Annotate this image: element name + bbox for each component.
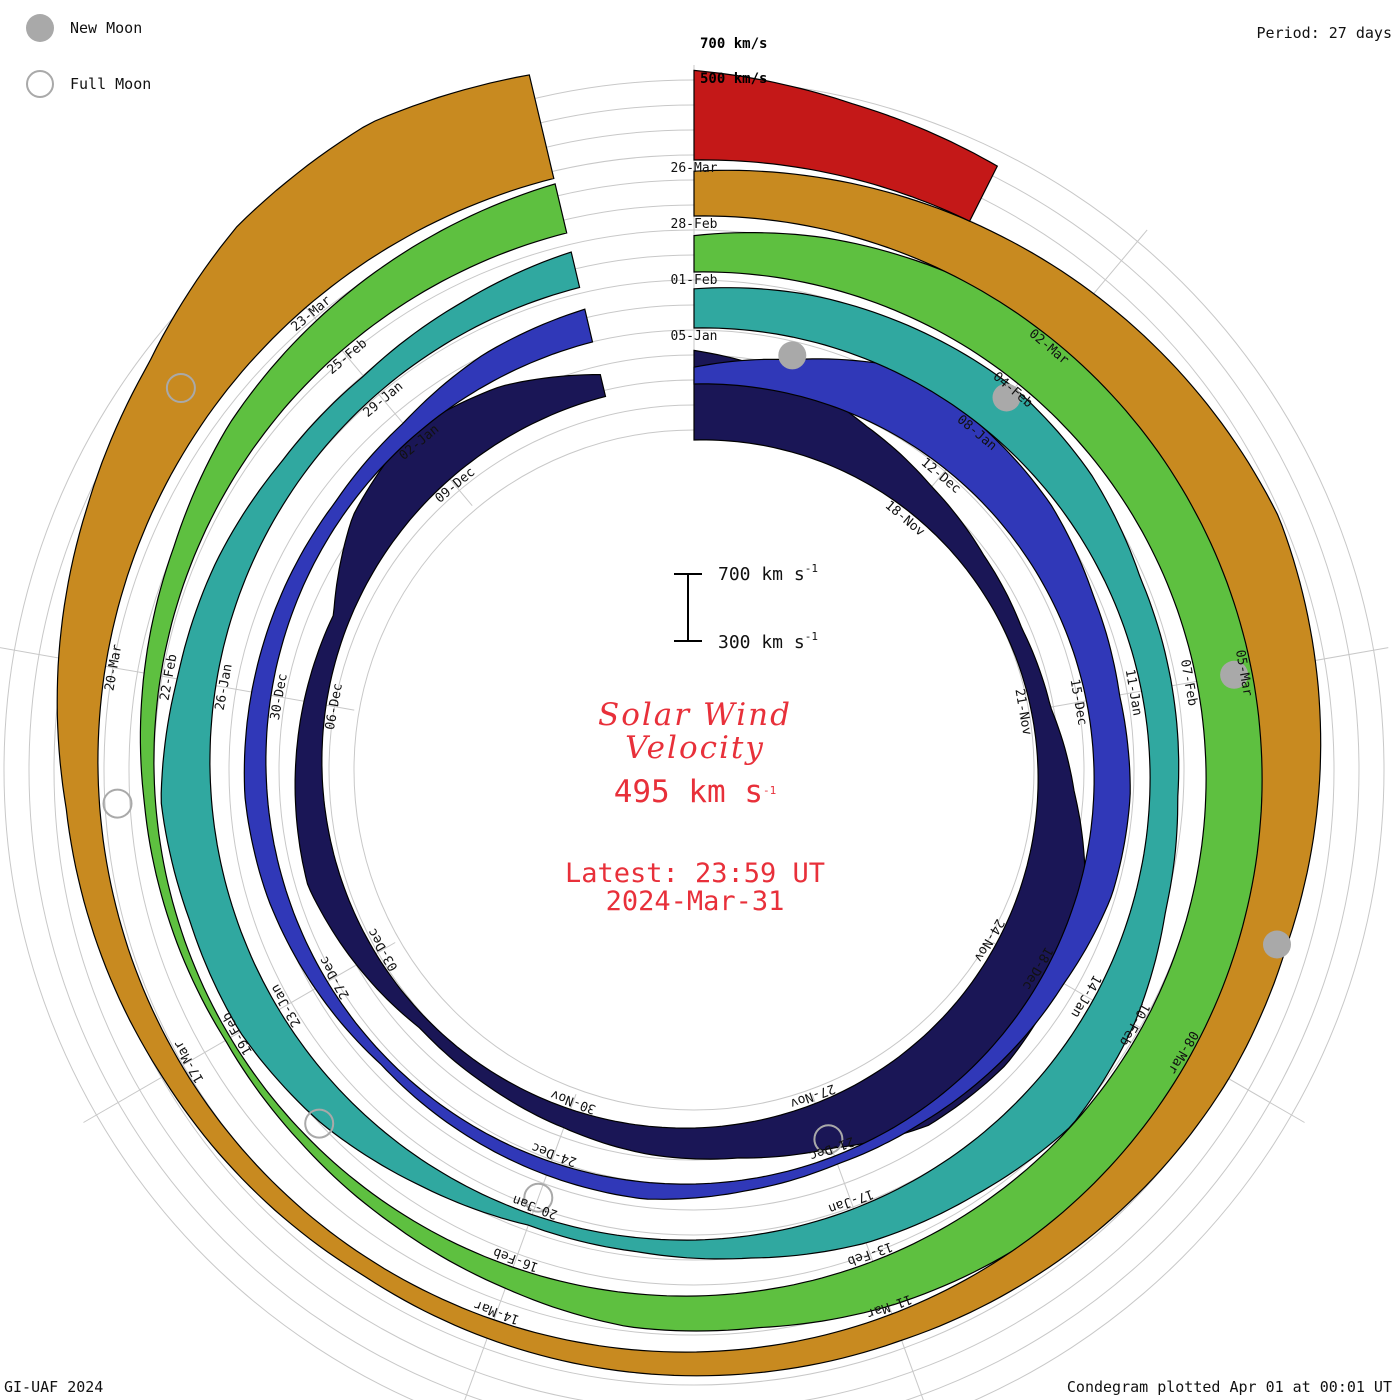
latest-date: 2024-Mar-31 bbox=[605, 886, 785, 917]
scale-bottom-text: 300 km s bbox=[718, 632, 805, 653]
series-turn-2 bbox=[243, 308, 1131, 1200]
new-moon-marker bbox=[778, 341, 807, 370]
date-label: 05-Jan bbox=[671, 329, 718, 344]
new-moon-marker bbox=[1220, 660, 1249, 689]
scale-top-label: 700 km s-1 bbox=[718, 562, 818, 585]
full-moon-marker bbox=[523, 1182, 554, 1213]
full-moon-marker bbox=[304, 1108, 335, 1139]
legend-full-moon: Full Moon bbox=[26, 70, 151, 98]
ref-label-700: 700 km/s bbox=[700, 36, 767, 52]
latest-time: Latest: 23:59 UT bbox=[564, 858, 826, 889]
legend-new-moon: New Moon bbox=[26, 14, 142, 42]
scale-bottom-label: 300 km s-1 bbox=[718, 630, 818, 653]
chart-title-line1: Solar Wind bbox=[597, 697, 792, 733]
series-layer bbox=[56, 69, 1322, 1377]
current-speed: 495 km s-1 bbox=[460, 774, 930, 810]
legend-full-moon-label: Full Moon bbox=[70, 75, 152, 93]
full-moon-marker bbox=[813, 1124, 844, 1155]
full-moon-icon bbox=[26, 70, 54, 98]
plotted-timestamp: Condegram plotted Apr 01 at 00:01 UT bbox=[1066, 1378, 1392, 1396]
date-label: 28-Feb bbox=[671, 217, 718, 232]
grid-spoke bbox=[464, 1094, 577, 1400]
scale-bottom-exp: -1 bbox=[804, 630, 818, 643]
series-turn-3 bbox=[160, 251, 1180, 1260]
series-turn-6 bbox=[693, 69, 999, 222]
period-label: Period: 27 days bbox=[1256, 24, 1392, 42]
new-moon-marker bbox=[992, 383, 1021, 412]
new-moon-marker bbox=[1263, 930, 1291, 959]
scale-top-exp: -1 bbox=[804, 562, 818, 575]
legend-new-moon-label: New Moon bbox=[70, 19, 143, 37]
current-speed-exp: -1 bbox=[763, 784, 777, 797]
full-moon-marker bbox=[165, 373, 196, 403]
chart-title-line2: Velocity bbox=[625, 730, 765, 766]
date-label: 26-Mar bbox=[671, 161, 718, 176]
scale-bar bbox=[674, 573, 702, 642]
series-turn-5 bbox=[56, 74, 1322, 1377]
new-moon-icon bbox=[26, 14, 54, 42]
date-label: 01-Feb bbox=[671, 273, 718, 288]
ref-label-500: 500 km/s bbox=[700, 71, 767, 87]
scale-top-text: 700 km s bbox=[718, 564, 805, 585]
grid-spoke bbox=[83, 942, 396, 1123]
full-moon-marker bbox=[102, 788, 133, 819]
moon-markers bbox=[102, 341, 1291, 1213]
credit-label: GI-UAF 2024 bbox=[4, 1378, 104, 1396]
current-speed-value: 495 km s bbox=[613, 774, 764, 810]
